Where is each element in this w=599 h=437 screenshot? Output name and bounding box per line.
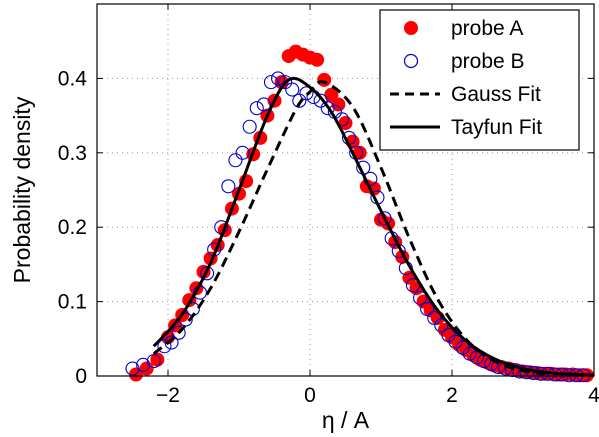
probe-b-point	[125, 361, 140, 376]
probe-b-point	[157, 339, 172, 354]
legend-entry-tayfun-fit: Tayfun Fit	[390, 116, 542, 139]
probe-b-point	[285, 82, 300, 97]
x-axis-label: η / A	[322, 407, 370, 433]
probe-b-point	[278, 75, 293, 90]
probe-b-point	[146, 354, 161, 369]
probe-b-point	[235, 145, 250, 160]
legend-entry-probe-b: probe B	[403, 50, 525, 73]
probe-b-point	[270, 71, 286, 86]
probe-a-point	[324, 87, 339, 102]
probe-b-point	[221, 179, 236, 194]
probe-b-point	[420, 301, 435, 317]
x-tick-label: 0	[304, 384, 316, 407]
x-tick-label: 4	[588, 384, 599, 407]
probe-b-point	[263, 75, 279, 90]
y-tick-label: 0.3	[58, 142, 87, 165]
x-tick-label: 2	[446, 384, 458, 407]
series-layer	[125, 44, 595, 383]
probe-b-point	[256, 97, 271, 112]
probe-b-point	[164, 335, 179, 350]
legend-label-gauss-fit: Gauss Fit	[451, 83, 541, 106]
y-axis-label: Probability density	[9, 96, 35, 283]
probe-b-point	[434, 318, 449, 333]
probe-a-point	[310, 52, 325, 67]
legend-entry-gauss-fit: Gauss Fit	[390, 83, 541, 106]
y-tick-label: 0.4	[58, 67, 88, 90]
probe-a-point	[317, 72, 332, 87]
probe-b-point	[200, 266, 215, 281]
probe-b-point	[462, 346, 477, 361]
probe-b-point	[427, 310, 442, 326]
probe-b-point	[299, 86, 314, 101]
y-tick-label: 0	[75, 365, 87, 388]
probe-b-point	[171, 325, 186, 340]
y-tick-label: 0.2	[58, 216, 87, 239]
probe-b-point	[249, 101, 264, 116]
probe-b-point	[228, 153, 243, 168]
probe-a-point	[352, 145, 367, 160]
probe-b-point	[320, 101, 335, 116]
legend-marker-probe-a	[404, 21, 418, 35]
probe-a-point	[331, 97, 346, 112]
probe-b-point	[519, 365, 534, 380]
tick-labels: −2 0 2 4 0 0.1 0.2 0.3 0.4	[58, 67, 599, 407]
probe-b-point	[136, 357, 151, 372]
legend-label-probe-a: probe A	[451, 17, 523, 40]
probe-b-point	[377, 211, 392, 226]
probe-b-point	[412, 290, 428, 305]
probe-b-point	[313, 93, 328, 108]
x-tick-label: −2	[156, 384, 180, 407]
legend-entry-probe-a: probe A	[404, 17, 523, 40]
legend: probe A probe B Gauss Fit Tayfun Fit	[379, 9, 580, 151]
probe-a-point	[274, 75, 289, 90]
ticks	[97, 4, 595, 377]
probe-b-point	[242, 119, 257, 134]
plot-frame	[96, 3, 595, 377]
probe-b-point	[292, 93, 307, 108]
legend-label-tayfun-fit: Tayfun Fit	[451, 116, 542, 139]
probe-a-point	[139, 361, 154, 376]
y-tick-label: 0.1	[58, 291, 87, 314]
legend-label-probe-b: probe B	[451, 50, 525, 73]
probe-a-point	[338, 116, 353, 131]
tayfun-fit-line	[152, 76, 595, 377]
legend-marker-probe-b	[403, 53, 419, 69]
probe-a-point	[150, 352, 165, 367]
